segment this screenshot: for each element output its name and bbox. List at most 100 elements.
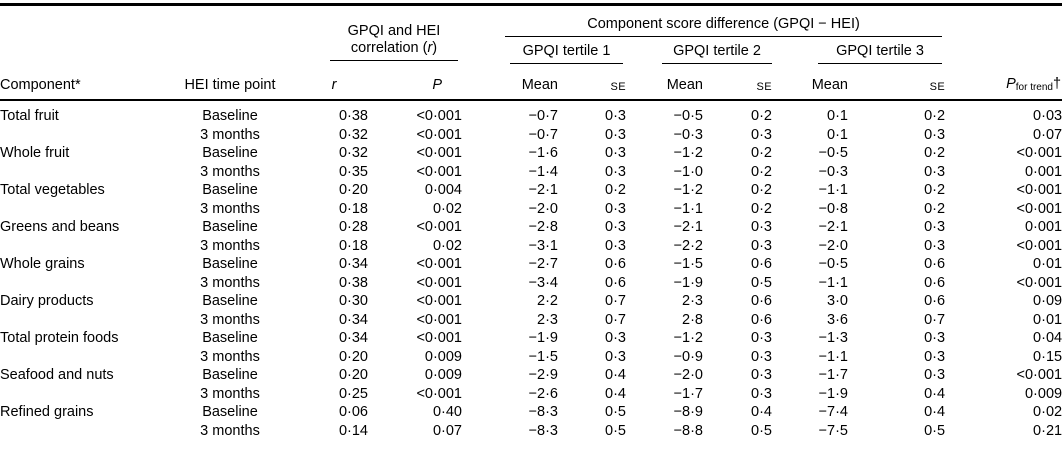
tertile3-mean-cell: −0·3 xyxy=(818,163,848,180)
r-cell: 0·06 xyxy=(338,404,368,420)
header-spacer-right xyxy=(945,5,1062,65)
p-trend-cell: 0·009 xyxy=(1024,385,1062,402)
tertile1-se-cell: 0·7 xyxy=(605,293,626,309)
tertile2-mean-cell: −2·1 xyxy=(673,219,703,235)
time-point-cell: Baseline xyxy=(202,367,258,383)
results-table: GPQI and HEI correlation (r) Component s… xyxy=(0,3,1062,449)
tertile1-se-cell: 0·3 xyxy=(605,200,626,217)
p-trend-cell: 0·15 xyxy=(1033,348,1062,365)
tertile3-se-cell: 0·3 xyxy=(924,219,946,235)
r-cell: 0·20 xyxy=(338,367,368,383)
time-point-cell: 3 months xyxy=(200,348,260,365)
tertile2-se-cell: 0·3 xyxy=(751,219,772,235)
p-cell: 0·02 xyxy=(432,200,462,217)
component-cell: Refined grains xyxy=(0,404,94,420)
tertile1-se-cell: 0·4 xyxy=(605,385,626,402)
tertile2-mean-cell: −8·8 xyxy=(673,422,703,439)
tertile3-mean-cell: −1·1 xyxy=(818,182,848,198)
tertile3-group-label: GPQI tertile 3 xyxy=(818,43,943,64)
tertile2-group-label: GPQI tertile 2 xyxy=(662,43,772,64)
tertile2-mean-cell: −1·5 xyxy=(673,256,703,272)
p-cell: <0·001 xyxy=(416,385,462,402)
table-row: Whole fruit Baseline 0·32 <0·001 −1·6 0·3 −1·2… xyxy=(0,144,1062,163)
time-point-column-header: HEI time point xyxy=(160,64,300,101)
tertile3-mean-cell: −0·8 xyxy=(818,200,848,217)
component-cell: Total protein foods xyxy=(0,330,119,346)
header-spacer-left xyxy=(0,5,300,65)
tertile1-mean-cell: −2·1 xyxy=(528,182,558,198)
r-cell: 0·38 xyxy=(338,108,368,124)
time-point-cell: Baseline xyxy=(202,404,258,420)
table-row: Refined grains Baseline 0·06 0·40 −8·3 0·5 −8·… xyxy=(0,403,1062,422)
tertile1-group-label: GPQI tertile 1 xyxy=(510,43,623,64)
tertile3-mean-cell: −2·0 xyxy=(818,237,848,254)
p-trend-cell: <0·001 xyxy=(1016,145,1062,161)
tertile2-se-cell: 0·4 xyxy=(751,404,772,420)
tertile2-group-header: GPQI tertile 2 xyxy=(626,37,772,64)
component-cell xyxy=(0,237,160,256)
time-point-cell: 3 months xyxy=(200,274,260,291)
tertile1-mean-cell: −2·6 xyxy=(528,385,558,402)
p-trend-column-header: Pfor trend† xyxy=(945,64,1062,101)
tertile2-se-cell: 0·2 xyxy=(751,163,772,180)
time-point-cell: Baseline xyxy=(202,256,258,272)
tertile3-se-cell: 0·4 xyxy=(924,404,946,420)
p-cell: <0·001 xyxy=(416,274,462,291)
tertile1-se-cell: 0·3 xyxy=(605,108,626,124)
table-row: Seafood and nuts Baseline 0·20 0·009 −2·9 0·4… xyxy=(0,366,1062,385)
r-cell: 0·14 xyxy=(338,422,368,439)
tertile1-mean-cell: −2·0 xyxy=(528,200,558,217)
tertile2-se-cell: 0·3 xyxy=(751,385,772,402)
r-cell: 0·32 xyxy=(338,145,368,161)
r-cell: 0·25 xyxy=(338,385,368,402)
tertile2-se-cell: 0·6 xyxy=(751,293,772,309)
r-cell: 0·34 xyxy=(338,256,368,272)
p-cell: <0·001 xyxy=(416,145,462,161)
table-row: 3 months 0·32 <0·001 −0·7 0·3 −0·3 0·3 0·1 0·3 0·… xyxy=(0,126,1062,145)
tertile3-se-cell: 0·6 xyxy=(924,274,946,291)
component-cell: Dairy products xyxy=(0,293,94,309)
time-point-cell: 3 months xyxy=(200,163,260,180)
component-cell xyxy=(0,200,160,219)
score-difference-group-header: Component score difference (GPQI − HEI) xyxy=(462,5,945,37)
p-trend-cell: 0·07 xyxy=(1033,126,1062,143)
table-row: Whole grains Baseline 0·34 <0·001 −2·7 0·6 −1·… xyxy=(0,255,1062,274)
tertile1-se-cell: 0·5 xyxy=(605,422,626,439)
component-cell: Whole fruit xyxy=(0,145,70,161)
table-row: Dairy products Baseline 0·30 <0·001 2·2 0·7 2·… xyxy=(0,292,1062,311)
tertile2-mean-cell: −2·2 xyxy=(673,237,703,254)
tertile1-se-cell: 0·3 xyxy=(605,330,626,346)
tertile1-mean-cell: −8·3 xyxy=(528,422,558,439)
tertile3-mean-cell: −7·5 xyxy=(818,422,848,439)
tertile1-mean-cell: 2·2 xyxy=(537,293,558,309)
r-cell: 0·34 xyxy=(338,311,368,328)
tertile2-mean-cell: −8·9 xyxy=(673,404,703,420)
p-trend-cell: 0·02 xyxy=(1033,404,1062,420)
tertile1-mean-column-header: Mean xyxy=(462,64,558,101)
table-row: 3 months 0·20 0·009 −1·5 0·3 −0·9 0·3 −1·1 0·3 0·… xyxy=(0,348,1062,367)
tertile3-mean-cell: −0·5 xyxy=(818,145,848,161)
tertile2-se-cell: 0·2 xyxy=(751,200,772,217)
p-cell: 0·004 xyxy=(424,182,462,198)
tertile1-mean-cell: −0·7 xyxy=(528,126,558,143)
tertile2-se-cell: 0·3 xyxy=(751,126,772,143)
header-spanner-row-2: GPQI tertile 1 GPQI tertile 2 GPQI terti… xyxy=(0,37,1062,64)
tertile2-mean-cell: −1·0 xyxy=(673,163,703,180)
r-cell: 0·32 xyxy=(338,126,368,143)
p-cell: 0·07 xyxy=(432,422,462,439)
tertile3-mean-cell: 3·0 xyxy=(827,293,848,309)
time-point-cell: Baseline xyxy=(202,145,258,161)
tertile1-se-cell: 0·4 xyxy=(605,367,626,383)
tertile2-se-cell: 0·3 xyxy=(751,330,772,346)
r-cell: 0·20 xyxy=(338,182,368,198)
tertile2-se-cell: 0·2 xyxy=(751,182,772,198)
tertile3-se-cell: 0·3 xyxy=(924,126,946,143)
tertile1-mean-cell: −0·7 xyxy=(528,108,558,124)
tertile3-mean-column-header: Mean xyxy=(772,64,848,101)
p-trend-cell: 0·001 xyxy=(1024,219,1062,235)
tertile1-mean-cell: −3·4 xyxy=(528,274,558,291)
tertile3-mean-cell: −1·3 xyxy=(818,330,848,346)
time-point-cell: Baseline xyxy=(202,293,258,309)
column-header-row: Component* HEI time point r P Mean SE Me… xyxy=(0,64,1062,101)
